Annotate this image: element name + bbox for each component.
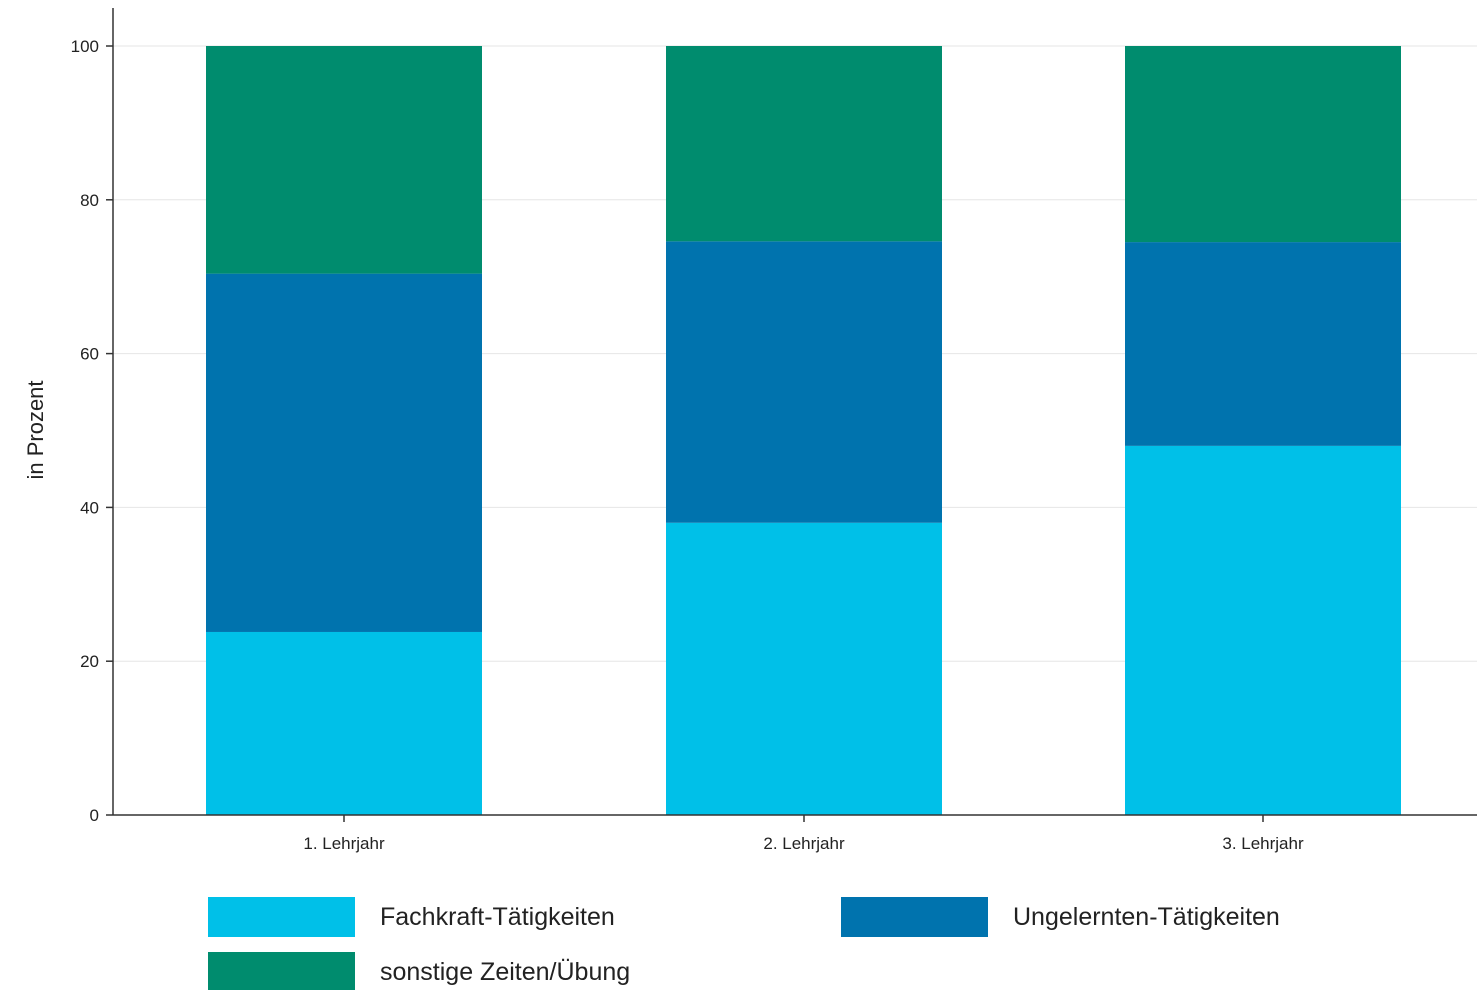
bar-segment [1125, 46, 1401, 243]
bars [206, 46, 1401, 815]
axes [112, 8, 1477, 816]
y-tick-label: 0 [90, 806, 99, 825]
bar-segment [206, 273, 482, 632]
bar-segment [206, 46, 482, 274]
y-tick-label: 100 [71, 37, 99, 56]
bar-segment [1125, 242, 1401, 446]
x-tick-label: 2. Lehrjahr [763, 834, 845, 853]
legend-label: sonstige Zeiten/Übung [380, 958, 630, 986]
y-tick-label: 40 [80, 498, 99, 517]
y-ticks: 0 20 40 60 80 100 [71, 37, 113, 825]
y-axis-title: in Prozent [23, 380, 48, 479]
y-tick-label: 60 [80, 345, 99, 364]
legend-swatch [208, 897, 355, 937]
bar-segment [1125, 445, 1401, 815]
legend-label: Ungelernten-Tätigkeiten [1013, 903, 1280, 931]
bar-segment [666, 241, 942, 523]
bar-segment [666, 46, 942, 242]
legend-label: Fachkraft-Tätigkeiten [380, 903, 615, 931]
y-tick-label: 20 [80, 652, 99, 671]
legend-swatch [208, 952, 355, 990]
legend: Fachkraft-Tätigkeiten Ungelernten-Tätigke… [208, 897, 1280, 990]
y-tick-label: 80 [80, 191, 99, 210]
bar-segment [206, 631, 482, 815]
x-ticks: 1. Lehrjahr 2. Lehrjahr 3. Lehrjahr [303, 815, 1304, 853]
x-tick-label: 1. Lehrjahr [303, 834, 385, 853]
bar-segment [666, 522, 942, 815]
legend-swatch [841, 897, 988, 937]
x-tick-label: 3. Lehrjahr [1222, 834, 1304, 853]
